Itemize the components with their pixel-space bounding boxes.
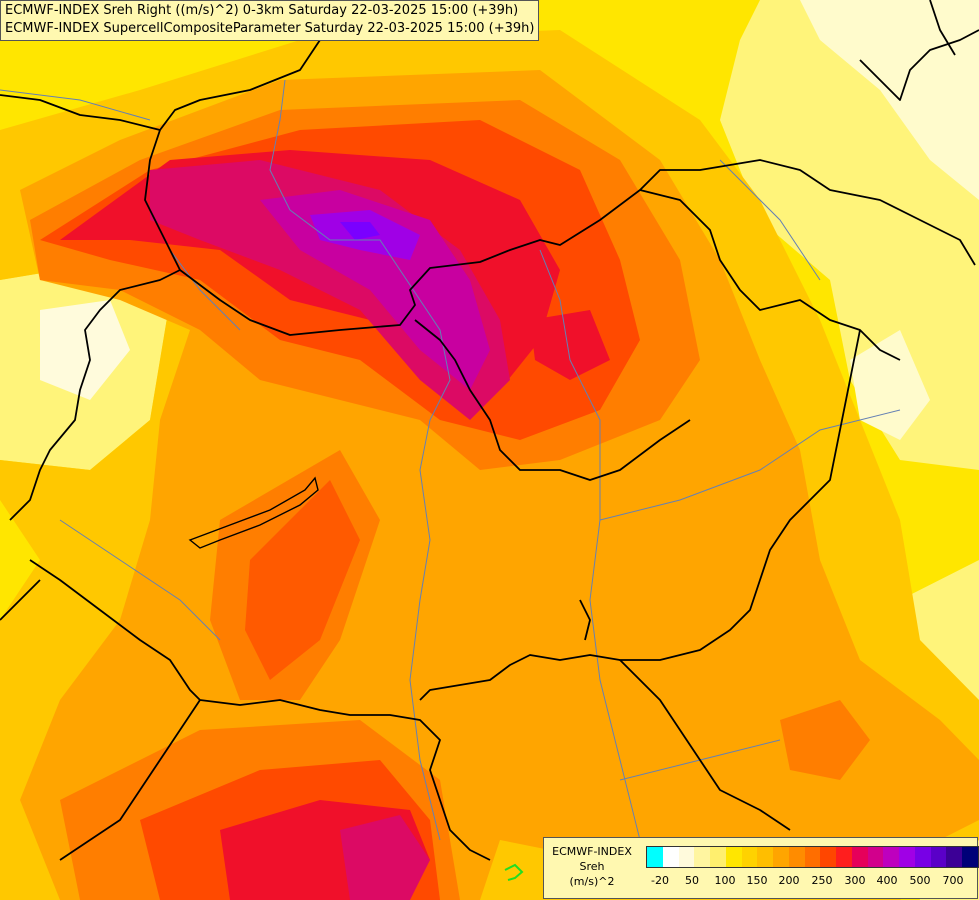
legend-tick-label: 50	[685, 874, 699, 887]
legend-color-scale	[646, 846, 979, 868]
legend-swatch	[757, 847, 773, 867]
legend-swatch	[914, 847, 931, 867]
field-pale-west	[40, 300, 130, 400]
legend-swatch	[694, 847, 710, 867]
field-pale-east2	[850, 330, 930, 440]
legend-tick-label: 300	[844, 874, 866, 887]
legend-swatch	[962, 847, 978, 867]
legend-swatch	[678, 847, 695, 867]
legend-swatch	[710, 847, 726, 867]
field-red-orange-sw	[245, 480, 360, 680]
legend-swatch	[930, 847, 947, 867]
legend-swatch	[867, 847, 884, 867]
legend-swatch	[662, 847, 679, 867]
legend-swatch	[647, 847, 663, 867]
field-red-east	[530, 310, 610, 380]
legend-swatch	[788, 847, 805, 867]
map-title-line-2: ECMWF-INDEX SupercellCompositeParameter …	[5, 21, 535, 36]
legend-swatch	[741, 847, 758, 867]
map-title-box: ECMWF-INDEX Sreh Right ((m/s)^2) 0-3km S…	[0, 0, 540, 41]
field-pale-east	[800, 0, 979, 200]
field-dark-orange-se	[780, 700, 870, 780]
legend-swatch	[946, 847, 962, 867]
legend-title-line-2: Sreh	[579, 860, 605, 873]
legend-tick-label: 500	[909, 874, 931, 887]
legend-tick-label: 700	[942, 874, 964, 887]
color-legend: ECMWF-INDEX Sreh (m/s)^2 -20 50 100 150 200 2…	[543, 837, 979, 899]
legend-swatch	[804, 847, 821, 867]
country-borders	[0, 0, 979, 861]
legend-tick-label: 150	[746, 874, 768, 887]
legend-tick-labels: -20 50 100 150 200 250 300 400 500 700	[646, 874, 972, 890]
legend-tick-label: 400	[876, 874, 898, 887]
legend-title: ECMWF-INDEX Sreh (m/s)^2	[546, 844, 638, 889]
field-crimson-south	[340, 815, 430, 900]
legend-swatch	[820, 847, 836, 867]
legend-swatch	[851, 847, 868, 867]
green-contour-marker	[504, 863, 524, 881]
legend-tick-label: 250	[811, 874, 833, 887]
field-magenta	[260, 190, 490, 390]
legend-tick-label: 100	[714, 874, 736, 887]
legend-swatch	[836, 847, 852, 867]
legend-tick-label: -20	[651, 874, 669, 887]
legend-title-line-3: (m/s)^2	[569, 875, 615, 888]
legend-swatch	[773, 847, 789, 867]
legend-tick-label: 200	[778, 874, 800, 887]
lake-outline	[188, 476, 319, 549]
map-title-line-1: ECMWF-INDEX Sreh Right ((m/s)^2) 0-3km S…	[5, 3, 519, 18]
legend-title-line-1: ECMWF-INDEX	[552, 845, 632, 858]
legend-swatch	[883, 847, 899, 867]
legend-swatch	[899, 847, 915, 867]
legend-swatch	[725, 847, 742, 867]
field-violet-core	[340, 222, 380, 240]
